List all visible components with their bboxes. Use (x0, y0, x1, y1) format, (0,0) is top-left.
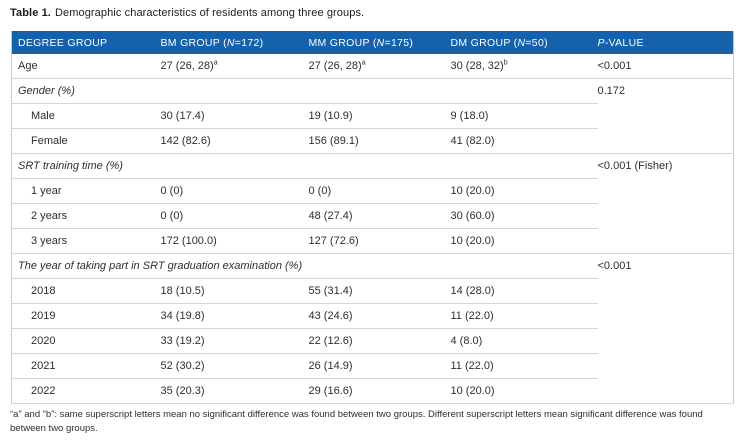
cell-srt-pvalue: <0.001 (Fisher) (597, 153, 734, 254)
cell-2022-mm: 29 (16.6) (308, 378, 451, 404)
table-row-exam-section: The year of taking part in SRT graduatio… (11, 253, 734, 404)
cell-female-label: Female (11, 128, 161, 154)
table-footnote: “a” and “b”: same superscript letters me… (10, 409, 703, 435)
cell-female-bm: 142 (82.6) (160, 128, 309, 154)
table-caption-number: Table 1. (10, 7, 51, 19)
table-row-2022: 2022 35 (20.3) 29 (16.6) 10 (20.0) (11, 378, 734, 404)
cell-age-pvalue: <0.001 (597, 54, 734, 79)
table-caption-text: Demographic characteristics of residents… (54, 7, 365, 19)
cell-2018-mm: 55 (31.4) (308, 278, 451, 304)
cell-2022-dm: 10 (20.0) (450, 378, 598, 404)
cell-2020-label: 2020 (11, 328, 161, 354)
cell-3years-bm: 172 (100.0) (160, 228, 309, 254)
cell-2018-bm: 18 (10.5) (160, 278, 309, 304)
cell-age-mm-superscript: a (361, 59, 366, 67)
cell-srt-label: SRT training time (%) (11, 153, 598, 179)
table-row-gender-section: Gender (%) 0.172 (11, 78, 734, 154)
cell-2018-label: 2018 (11, 278, 161, 304)
col-header-dm-n: N (517, 36, 526, 49)
col-header-mm-n: N (376, 36, 385, 49)
col-header-mm-post: =175) (384, 36, 414, 49)
cell-2018-dm: 14 (28.0) (450, 278, 598, 304)
col-header-mm-group: MM GROUP (N=175) (308, 31, 451, 54)
cell-2years-mm: 48 (27.4) (308, 203, 451, 229)
cell-age-dm-value: 30 (28, 32) (450, 60, 504, 72)
table-caption: Table 1. Demographic characteristics of r… (10, 7, 364, 19)
cell-age-mm-value: 27 (26, 28) (308, 60, 362, 72)
cell-male-label: Male (11, 103, 161, 129)
cell-1year-dm: 10 (20.0) (450, 178, 598, 204)
demographics-table: DEGREE GROUP BM GROUP (N=172) MM GROUP (… (11, 31, 734, 404)
cell-exam-pvalue: <0.001 (597, 253, 734, 404)
col-header-bm-pre: BM GROUP ( (160, 36, 227, 49)
cell-age-dm: 30 (28, 32)b (450, 54, 598, 79)
col-header-dm-group: DM GROUP (N=50) (450, 31, 598, 54)
cell-male-dm: 9 (18.0) (450, 103, 598, 129)
col-header-degree-group: DEGREE GROUP (11, 31, 161, 54)
cell-2022-bm: 35 (20.3) (160, 378, 309, 404)
cell-2years-label: 2 years (11, 203, 161, 229)
col-header-dm-post: =50) (525, 36, 548, 49)
cell-2021-label: 2021 (11, 353, 161, 379)
col-header-dm-pre: DM GROUP ( (450, 36, 518, 49)
cell-2years-bm: 0 (0) (160, 203, 309, 229)
cell-female-dm: 41 (82.0) (450, 128, 598, 154)
table-row-female: Female 142 (82.6) 156 (89.1) 41 (82.0) (11, 128, 734, 154)
table-row-2018: 2018 18 (10.5) 55 (31.4) 14 (28.0) (11, 278, 734, 304)
table-row-1year: 1 year 0 (0) 0 (0) 10 (20.0) (11, 178, 734, 204)
col-header-bm-post: =172) (234, 36, 264, 49)
table-row-3years: 3 years 172 (100.0) 127 (72.6) 10 (20.0) (11, 228, 734, 254)
cell-male-mm: 19 (10.9) (308, 103, 451, 129)
col-header-bm-n: N (226, 36, 235, 49)
cell-2022-label: 2022 (11, 378, 161, 404)
table-row-2019: 2019 34 (19.8) 43 (24.6) 11 (22.0) (11, 303, 734, 329)
col-header-mm-pre: MM GROUP ( (308, 36, 377, 49)
cell-2years-dm: 30 (60.0) (450, 203, 598, 229)
table-row-2021: 2021 52 (30.2) 26 (14.9) 11 (22.0) (11, 353, 734, 379)
cell-1year-bm: 0 (0) (160, 178, 309, 204)
table-row-srt-section: SRT training time (%) <0.001 (Fisher) (11, 153, 734, 254)
table-row-age: Age 27 (26, 28)a 27 (26, 28)a 30 (28, 32… (11, 54, 734, 79)
col-header-p-post: -VALUE (604, 36, 644, 49)
cell-age-bm-value: 27 (26, 28) (160, 60, 214, 72)
cell-2019-bm: 34 (19.8) (160, 303, 309, 329)
table-row-2years: 2 years 0 (0) 48 (27.4) 30 (60.0) (11, 203, 734, 229)
cell-3years-dm: 10 (20.0) (450, 228, 598, 254)
cell-gender-pvalue: 0.172 (597, 78, 734, 154)
col-header-p-value: P-VALUE (597, 31, 734, 54)
cell-2021-dm: 11 (22.0) (450, 353, 598, 379)
cell-age-dm-superscript: b (503, 59, 508, 67)
cell-2020-mm: 22 (12.6) (308, 328, 451, 354)
cell-2021-mm: 26 (14.9) (308, 353, 451, 379)
cell-age-label: Age (11, 54, 161, 79)
cell-exam-label: The year of taking part in SRT graduatio… (11, 253, 598, 279)
cell-female-mm: 156 (89.1) (308, 128, 451, 154)
cell-2019-mm: 43 (24.6) (308, 303, 451, 329)
cell-1year-mm: 0 (0) (308, 178, 451, 204)
cell-2020-dm: 4 (8.0) (450, 328, 598, 354)
cell-male-bm: 30 (17.4) (160, 103, 309, 129)
cell-1year-label: 1 year (11, 178, 161, 204)
cell-2019-label: 2019 (11, 303, 161, 329)
cell-gender-label: Gender (%) (11, 78, 598, 104)
cell-age-mm: 27 (26, 28)a (308, 54, 451, 79)
cell-3years-label: 3 years (11, 228, 161, 254)
col-header-p-italic: P (597, 36, 605, 49)
cell-2020-bm: 33 (19.2) (160, 328, 309, 354)
header-row: DEGREE GROUP BM GROUP (N=172) MM GROUP (… (11, 31, 734, 54)
cell-age-bm: 27 (26, 28)a (160, 54, 309, 79)
cell-3years-mm: 127 (72.6) (308, 228, 451, 254)
cell-2019-dm: 11 (22.0) (450, 303, 598, 329)
table-row-male: Male 30 (17.4) 19 (10.9) 9 (18.0) (11, 103, 734, 129)
cell-age-bm-superscript: a (213, 59, 218, 67)
table-row-2020: 2020 33 (19.2) 22 (12.6) 4 (8.0) (11, 328, 734, 354)
cell-2021-bm: 52 (30.2) (160, 353, 309, 379)
col-header-bm-group: BM GROUP (N=172) (160, 31, 309, 54)
